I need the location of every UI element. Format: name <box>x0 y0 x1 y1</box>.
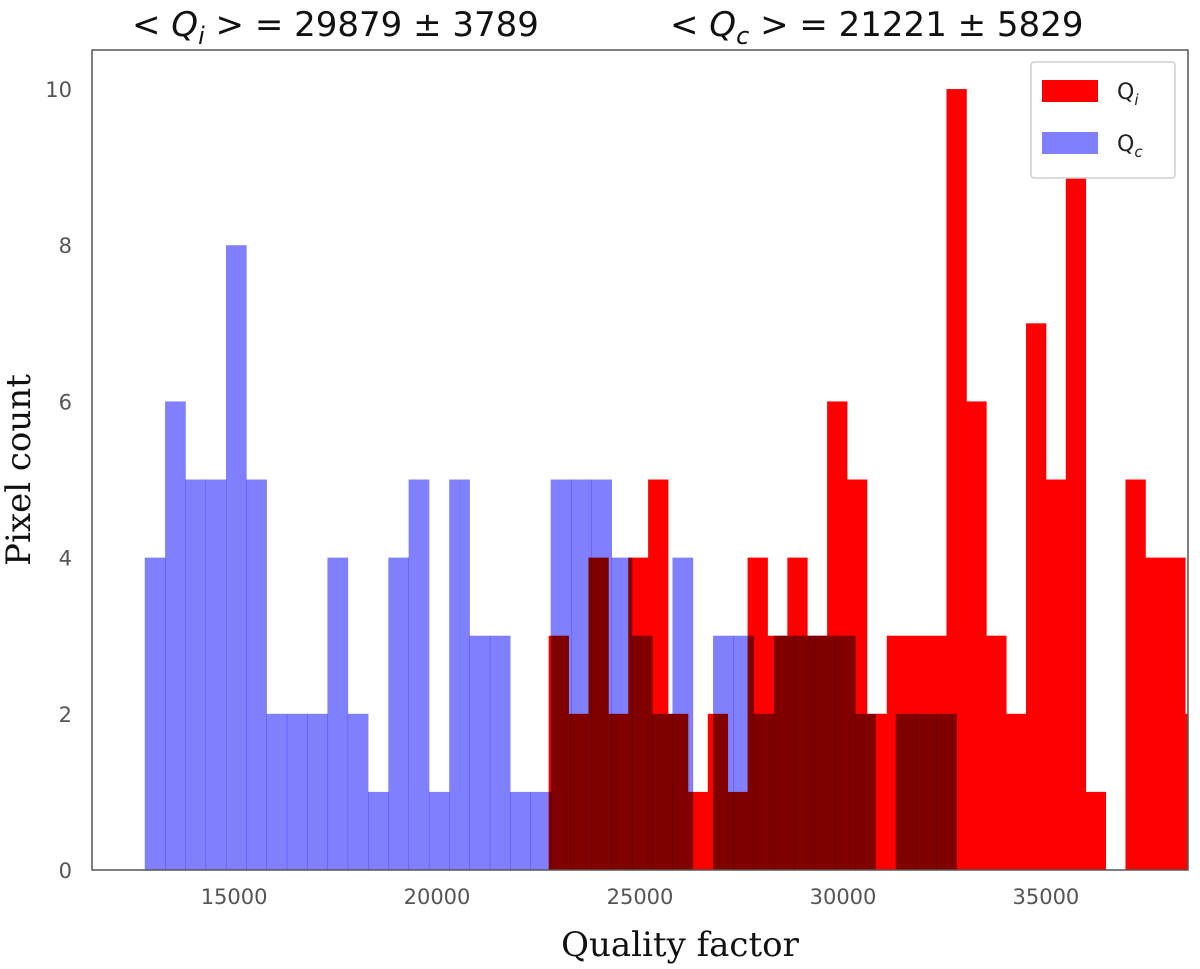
qc-bar <box>652 713 673 870</box>
legend: Qi Qc <box>1030 61 1176 179</box>
plot-area <box>144 89 1188 870</box>
x-tick-label: 20000 <box>404 885 471 909</box>
qi-bar <box>1165 557 1186 870</box>
qc-bar <box>144 557 166 870</box>
qi-bar <box>1125 479 1146 870</box>
qc-bar <box>713 635 734 870</box>
legend-swatch <box>1042 80 1098 102</box>
legend-label: Qi <box>1117 80 1139 109</box>
y-tick-label: 0 <box>59 859 72 883</box>
x-tick-label: 30000 <box>810 885 877 909</box>
legend-label: Qc <box>1117 132 1143 161</box>
qc-bar <box>753 713 775 870</box>
x-tick-label: 25000 <box>607 885 674 909</box>
qc-bar <box>185 479 207 870</box>
x-tick-label: 15000 <box>201 885 268 909</box>
qc-bar <box>510 791 531 870</box>
qi-bar <box>1085 791 1106 870</box>
chart-title-qi: < Qi > = 29879 ± 3789 <box>132 5 539 50</box>
qc-bar <box>611 557 633 870</box>
qc-bar <box>794 635 815 870</box>
qc-bar <box>814 635 836 870</box>
y-tick-label: 4 <box>59 547 72 571</box>
qc-bar <box>550 479 572 870</box>
y-tick-label: 6 <box>59 390 72 414</box>
qi-bar <box>966 401 987 870</box>
y-tick-label: 10 <box>45 78 72 102</box>
qc-bar <box>591 479 612 870</box>
legend-box <box>1030 61 1176 179</box>
qc-bar <box>631 635 653 870</box>
qc-bar <box>165 401 186 870</box>
qc-bar <box>449 479 470 870</box>
qc-bar <box>834 635 856 870</box>
legend-swatch <box>1042 132 1098 154</box>
plot-frame <box>91 49 1189 871</box>
chart-title-qc: < Qc > = 21221 ± 5829 <box>670 5 1083 50</box>
qc-bar <box>286 713 308 870</box>
qi-bar <box>1026 323 1047 870</box>
qc-bar <box>347 713 369 870</box>
qi-bar <box>1006 713 1027 870</box>
qc-bar <box>266 713 288 870</box>
qc-bar <box>936 713 958 870</box>
qc-bar <box>773 635 795 870</box>
y-tick-label: 8 <box>59 234 72 258</box>
qc-bar <box>855 713 876 870</box>
qc-bar <box>469 635 491 870</box>
qc-bar <box>307 713 328 870</box>
qc-bar <box>225 245 247 870</box>
axis-ticks: 15000 20000 25000 30000 35000 0 2 4 6 8 10 <box>45 78 1079 909</box>
qc-bar <box>205 479 227 870</box>
qi-bar <box>1065 89 1087 870</box>
qc-bar <box>895 713 917 870</box>
qc-bar <box>327 557 349 870</box>
qc-bar <box>368 791 389 870</box>
y-axis-label: Pixel count <box>0 374 39 566</box>
qc-bar <box>408 479 430 870</box>
qi-bar <box>1185 713 1188 870</box>
qi-bar <box>1145 557 1166 870</box>
qc-bar <box>672 557 694 870</box>
qc-bar <box>570 479 592 870</box>
x-tick-label: 35000 <box>1012 885 1079 909</box>
qi-bar <box>986 635 1007 870</box>
qc-bar <box>246 479 267 870</box>
qc-bar <box>428 791 450 870</box>
qc-bar <box>733 635 755 870</box>
qi-bar <box>1045 479 1067 870</box>
qc-bar <box>388 557 410 870</box>
qc-bar <box>530 791 552 870</box>
qi-bar <box>946 89 967 870</box>
qc-bar <box>916 713 937 870</box>
y-tick-label: 2 <box>59 703 72 727</box>
x-axis-label: Quality factor <box>561 925 799 965</box>
qc-bar <box>489 635 511 870</box>
